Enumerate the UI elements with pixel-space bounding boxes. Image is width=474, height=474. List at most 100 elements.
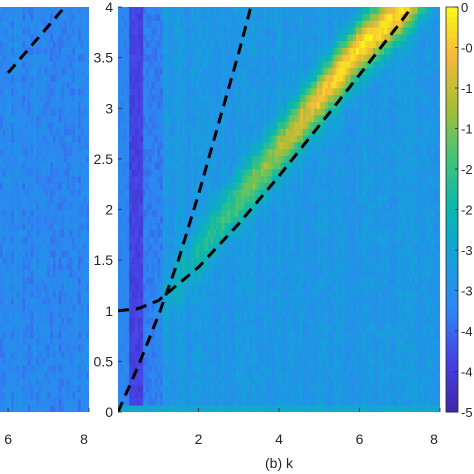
heatmap-cell — [146, 304, 150, 312]
heatmap-cell — [199, 81, 203, 89]
heatmap-cell — [204, 27, 208, 35]
heatmap-cell — [241, 378, 245, 386]
heatmap-cell — [41, 216, 45, 224]
heatmap-cell — [232, 135, 236, 143]
heatmap-cell — [129, 385, 133, 393]
heatmap-cell — [165, 263, 169, 271]
heatmap-cell — [221, 324, 225, 332]
heatmap-cell — [207, 7, 211, 15]
heatmap-cell — [126, 128, 130, 136]
heatmap-cell — [134, 344, 138, 352]
heatmap-cell — [13, 142, 18, 150]
heatmap-cell — [157, 263, 161, 271]
heatmap-cell — [0, 351, 4, 359]
heatmap-cell — [140, 74, 144, 82]
heatmap-cell — [30, 243, 34, 251]
heatmap-cell — [36, 358, 40, 366]
heatmap-cell — [224, 189, 228, 197]
heatmap-cell — [258, 7, 262, 15]
heatmap-cell — [66, 236, 70, 244]
heatmap-cell — [224, 162, 228, 170]
heatmap-cell — [224, 128, 228, 136]
heatmap-cell — [118, 270, 122, 278]
heatmap-cell — [160, 398, 164, 406]
heatmap-cell — [22, 283, 26, 291]
heatmap-cell — [123, 40, 127, 48]
heatmap-cell — [2, 13, 6, 21]
heatmap-cell — [213, 236, 217, 244]
heatmap-cell — [27, 283, 31, 291]
heatmap-cell — [249, 277, 253, 285]
heatmap-cell — [86, 169, 89, 177]
heatmap-cell — [80, 209, 84, 217]
heatmap-cell — [83, 398, 87, 406]
heatmap-cell — [216, 162, 220, 170]
heatmap-cell — [33, 13, 37, 21]
heatmap-cell — [179, 81, 183, 89]
heatmap-cell — [2, 74, 6, 82]
heatmap-cell — [241, 216, 245, 224]
heatmap-cell — [204, 81, 208, 89]
heatmap-cell — [154, 270, 158, 278]
heatmap-cell — [38, 135, 43, 143]
heatmap-cell — [213, 162, 217, 170]
heatmap-cell — [196, 371, 200, 379]
heatmap-cell — [120, 54, 124, 62]
heatmap-cell — [213, 189, 217, 197]
heatmap-cell — [25, 81, 29, 89]
heatmap-cell — [22, 236, 26, 244]
heatmap-cell — [151, 297, 155, 305]
heatmap-cell — [249, 148, 253, 156]
heatmap-cell — [179, 13, 183, 21]
heatmap-cell — [22, 13, 26, 21]
heatmap-cell — [16, 27, 20, 35]
heatmap-cell — [33, 317, 37, 325]
heatmap-cell — [182, 405, 186, 412]
heatmap-cell — [143, 256, 147, 264]
heatmap-cell — [47, 378, 51, 386]
heatmap-cell — [249, 189, 253, 197]
heatmap-cell — [129, 142, 133, 150]
heatmap-cell — [137, 142, 141, 150]
heatmap-cell — [204, 310, 208, 318]
heatmap-cell — [63, 398, 68, 406]
heatmap-cell — [216, 304, 220, 312]
heatmap-cell — [36, 182, 40, 190]
heatmap-cell — [190, 371, 194, 379]
heatmap-cell — [255, 344, 259, 352]
heatmap-cell — [72, 148, 76, 156]
heatmap-cell — [224, 337, 228, 345]
heatmap-cell — [165, 135, 169, 143]
heatmap-cell — [8, 148, 12, 156]
heatmap-cell — [11, 209, 15, 217]
heatmap-cell — [41, 344, 45, 352]
heatmap-cell — [137, 243, 141, 251]
heatmap-cell — [252, 391, 256, 399]
heatmap-cell — [252, 101, 256, 109]
heatmap-cell — [41, 169, 45, 177]
heatmap-cell — [137, 148, 141, 156]
heatmap-cell — [204, 317, 208, 325]
heatmap-cell — [157, 209, 161, 217]
heatmap-cell — [66, 67, 70, 75]
heatmap-cell — [36, 283, 40, 291]
heatmap-cell — [30, 34, 34, 42]
heatmap-cell — [151, 101, 155, 109]
heatmap-cell — [118, 108, 122, 116]
heatmap-cell — [249, 358, 253, 366]
heatmap-cell — [83, 182, 87, 190]
heatmap-cell — [55, 101, 59, 109]
heatmap-cell — [36, 297, 40, 305]
heatmap-cell — [8, 34, 12, 42]
heatmap-cell — [140, 108, 144, 116]
heatmap-cell — [238, 277, 242, 285]
heatmap-cell — [157, 148, 161, 156]
heatmap-cell — [30, 175, 34, 183]
heatmap-cell — [174, 378, 178, 386]
heatmap-cell — [207, 128, 211, 136]
heatmap-cell — [86, 398, 89, 406]
heatmap-cell — [148, 175, 152, 183]
heatmap-cell — [238, 364, 242, 372]
heatmap-cell — [190, 202, 194, 210]
heatmap-cell — [137, 182, 141, 190]
